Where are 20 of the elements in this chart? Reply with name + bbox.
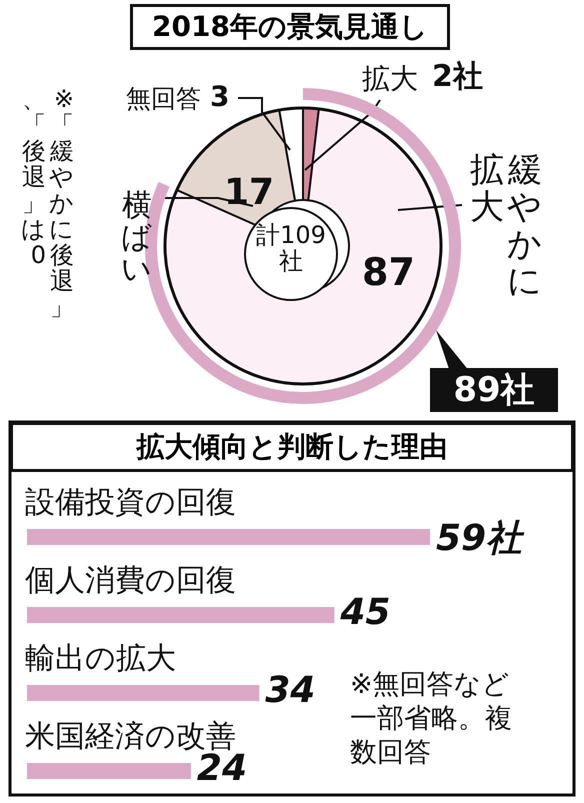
y-tick-label: 個人消費の回復 <box>25 562 236 600</box>
data-label: 34 <box>265 670 316 711</box>
slice-label: 拡大 <box>362 61 418 97</box>
y-tick-label: 輸出の拡大 <box>25 640 176 678</box>
slice-label: 横ばい <box>121 188 152 287</box>
y-tick-label: 設備投資の回復 <box>25 484 236 522</box>
text: 89社 <box>430 368 558 412</box>
data-label: 87 <box>362 250 415 294</box>
y-tick-label: 米国経済の改善 <box>25 718 236 754</box>
chart-title: 2018年の景気見通し <box>130 4 450 50</box>
annotation: ※無回答など一部省略。複数回答 <box>350 668 513 770</box>
data-label: 45 <box>340 592 390 633</box>
chart-title: 拡大傾向と判断した理由 <box>10 422 574 472</box>
category-label: 緩やかに拡大 <box>470 150 542 301</box>
text: ※「緩やかに後退」、「後退」は0 <box>21 85 74 321</box>
slice-label: 無回答 <box>126 83 201 115</box>
data-label: 59社 <box>436 517 522 561</box>
data-label: 2社 <box>432 58 483 96</box>
data-label: 3 <box>210 80 230 113</box>
text: 計109社 <box>255 221 327 275</box>
